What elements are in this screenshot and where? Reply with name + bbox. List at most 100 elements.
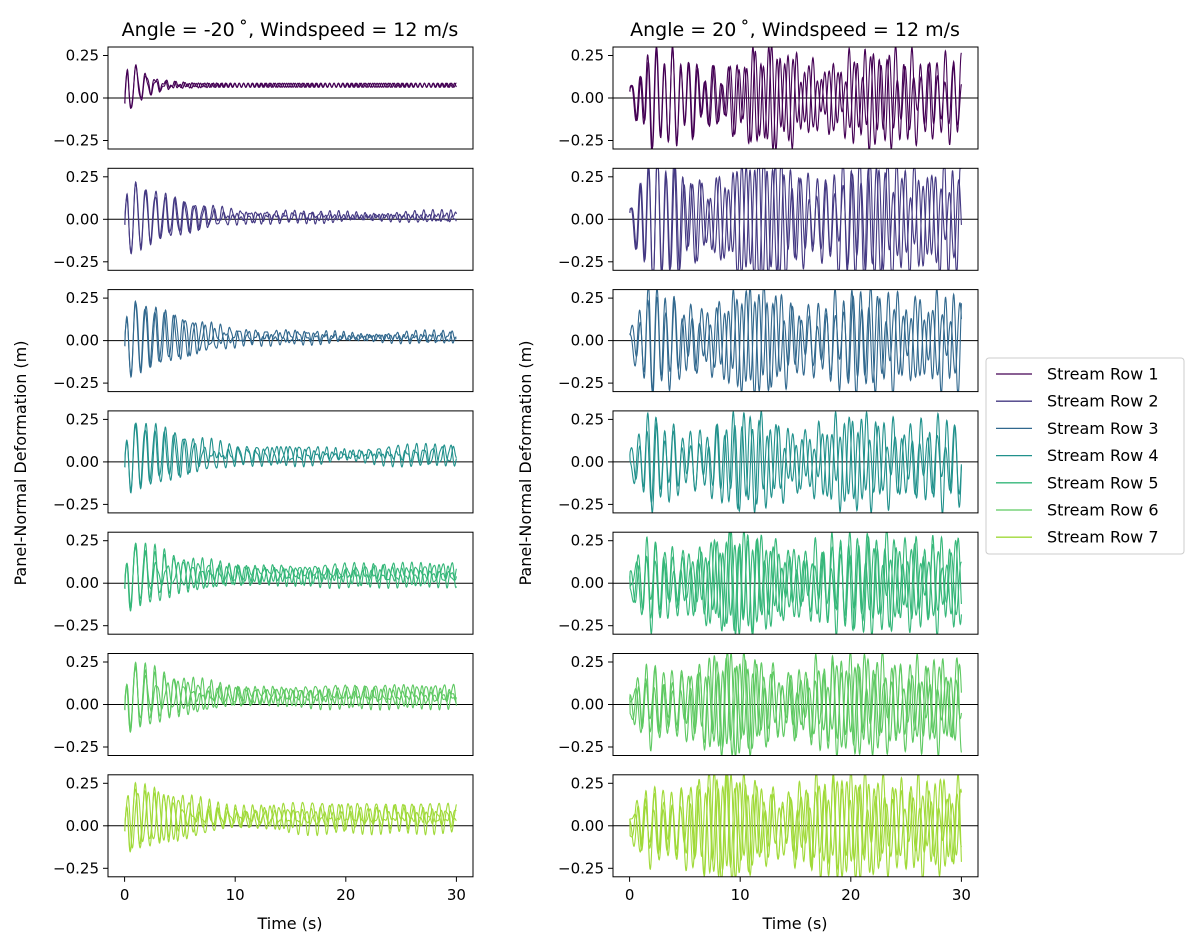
x-tick-label: 20 [336,886,355,904]
series-group [124,180,457,255]
subplot-left-row-7: 0.25 0.00 −0.25 0 10 20 30 [53,774,474,904]
series-group [124,63,457,109]
y-tick-label: 0.00 [66,817,99,835]
y-tick-label: 0.00 [571,210,604,228]
legend-label-3: Stream Row 3 [1047,419,1159,438]
y-tick-label: −0.25 [558,374,604,392]
x-tick-label: 20 [841,886,860,904]
y-tick-label: 0.00 [571,332,604,350]
y-tick-label: 0.00 [571,574,604,592]
right-x-axis-label: Time (s) [761,914,827,933]
y-tick-label: −0.25 [558,617,604,635]
x-tick-label: 10 [731,886,750,904]
y-tick-label: 0.25 [571,653,604,671]
series-line-stream-row-6-3 [124,665,457,729]
series-group [124,299,457,379]
series-line-stream-row-2-1 [124,180,457,253]
series-line-stream-row-2-2 [629,168,962,271]
y-tick-label: −0.25 [558,738,604,756]
series-line-stream-row-5-3 [124,543,457,610]
legend-frame [985,357,1185,555]
y-tick-label: −0.25 [53,374,99,392]
subplot-right-row-1: 0.25 0.00 −0.25 [558,46,979,150]
left-x-axis-label: Time (s) [256,914,322,933]
y-tick-label: −0.25 [558,495,604,513]
series-group [124,661,457,733]
series-line-stream-row-4-2 [124,422,457,494]
series-line-stream-row-1-2 [629,47,962,149]
legend-label-2: Stream Row 2 [1047,392,1159,411]
y-tick-label: 0.00 [571,696,604,714]
series-line-stream-row-5-3 [629,532,962,635]
series-line-stream-row-7-2 [629,774,962,877]
y-tick-label: 0.00 [66,332,99,350]
x-tick-label: 0 [120,886,130,904]
series-group [629,653,962,756]
series-group [124,781,457,853]
subplot-right-row-7: 0.25 0.00 −0.25 0 10 20 30 [558,774,979,904]
series-line-stream-row-7-3 [629,774,962,877]
y-tick-label: −0.25 [558,859,604,877]
y-tick-label: 0.00 [66,574,99,592]
subplot-right-row-2: 0.25 0.00 −0.25 [558,167,979,271]
series-group [629,168,962,271]
y-tick-label: 0.25 [66,653,99,671]
y-tick-label: 0.00 [571,453,604,471]
series-line-stream-row-3-1 [124,299,457,375]
series-group [124,542,457,612]
series-group [629,532,962,635]
series-line-stream-row-1-1 [124,63,457,109]
y-tick-label: −0.25 [53,738,99,756]
legend-label-7: Stream Row 7 [1047,528,1159,547]
y-tick-label: 0.25 [66,289,99,307]
series-line-stream-row-1-2 [124,65,457,109]
y-tick-label: −0.25 [558,132,604,150]
y-tick-label: 0.25 [66,168,99,186]
series-line-stream-row-5-2 [629,532,962,635]
x-tick-label: 0 [625,886,635,904]
series-line-stream-row-6-3 [629,653,962,756]
y-tick-label: 0.00 [66,453,99,471]
y-tick-label: 0.00 [571,817,604,835]
y-tick-label: −0.25 [53,253,99,271]
y-tick-label: 0.25 [66,47,99,65]
subplot-left-row-4: 0.25 0.00 −0.25 [53,410,474,513]
legend: Stream Row 1 Stream Row 2 Stream Row 3 Stre… [985,357,1185,555]
series-line-stream-row-7-3 [124,790,457,849]
series-group [124,422,457,494]
y-tick-label: 0.25 [571,774,604,792]
subplot-right-row-3: 0.25 0.00 −0.25 [558,289,979,393]
left-y-axis-label: Panel-Normal Deformation (m) [11,341,30,586]
y-tick-label: 0.25 [571,47,604,65]
y-tick-label: 0.25 [66,410,99,428]
series-line-stream-row-6-2 [629,653,962,756]
series-group [629,774,962,877]
left-column-title: Angle = -20 ˚, Windspeed = 12 m/s [122,19,459,41]
x-tick-label: 30 [447,886,466,904]
y-tick-label: 0.25 [66,774,99,792]
y-tick-label: 0.00 [66,696,99,714]
subplot-left-row-5: 0.25 0.00 −0.25 [53,531,474,635]
series-line-stream-row-3-2 [124,302,457,379]
y-tick-label: −0.25 [558,253,604,271]
legend-label-5: Stream Row 5 [1047,473,1159,492]
series-line-stream-row-6-2 [124,661,457,733]
legend-label-4: Stream Row 4 [1047,446,1159,465]
y-tick-label: 0.00 [66,210,99,228]
series-line-stream-row-4-2 [629,410,962,513]
y-tick-label: −0.25 [53,495,99,513]
y-tick-label: 0.00 [571,89,604,107]
series-line-stream-row-3-1 [629,289,962,392]
y-tick-label: 0.25 [571,289,604,307]
y-tick-label: −0.25 [53,859,99,877]
y-tick-label: −0.25 [53,617,99,635]
legend-label-6: Stream Row 6 [1047,501,1159,520]
subplot-left-row-6: 0.25 0.00 −0.25 [53,653,474,756]
series-line-stream-row-3-2 [629,289,962,392]
series-line-stream-row-5-1 [629,532,962,635]
subplot-left-row-2: 0.25 0.00 −0.25 [53,167,474,271]
series-line-stream-row-4-1 [124,423,457,491]
series-line-stream-row-2-2 [124,182,457,255]
subplot-grid: 0.250.00−0.250.250.00−0.250.250.00−0.250… [53,46,979,904]
